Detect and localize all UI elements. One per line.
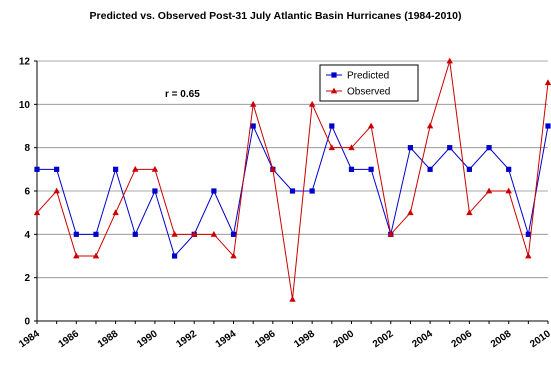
point-observed-2000: [348, 144, 355, 151]
point-observed-2004: [426, 122, 434, 129]
point-predicted-2010: [545, 123, 551, 129]
x-tick-label-1986: 1986: [56, 328, 81, 350]
point-predicted-2009: [525, 231, 531, 237]
x-tick-label-2004: 2004: [410, 328, 435, 350]
legend-label-observed: Observed: [347, 87, 390, 98]
point-observed-1995: [249, 100, 257, 107]
point-predicted-2006: [466, 166, 472, 172]
point-predicted-2004: [427, 166, 433, 172]
point-predicted-1993: [211, 188, 217, 194]
point-predicted-1984: [34, 166, 40, 172]
point-predicted-1988: [113, 166, 119, 172]
point-observed-1993: [210, 230, 218, 237]
point-predicted-2001: [368, 166, 374, 172]
point-predicted-1991: [171, 253, 178, 259]
point-observed-1996: [269, 165, 277, 172]
y-tick-label-4: 4: [24, 230, 30, 241]
legend: Predicted Observed: [319, 64, 419, 102]
point-predicted-2007: [486, 145, 492, 151]
point-observed-2008: [505, 187, 512, 194]
legend-box: [319, 64, 419, 102]
legend-label-predicted: Predicted: [347, 71, 389, 82]
x-tick-label-1994: 1994: [214, 328, 239, 350]
point-predicted-2000: [348, 166, 355, 172]
point-observed-1985: [53, 187, 60, 194]
y-tick-label-0: 0: [24, 317, 30, 328]
series-group: [33, 57, 551, 302]
point-predicted-1985: [54, 166, 60, 172]
point-predicted-1997: [289, 188, 296, 194]
point-predicted-1998: [309, 188, 315, 194]
point-predicted-1986: [73, 231, 79, 237]
x-tick-label-2010: 2010: [528, 328, 551, 350]
y-tick-label-10: 10: [19, 100, 31, 111]
legend-marker-observed: [330, 87, 338, 94]
point-predicted-1994: [230, 231, 237, 237]
y-tick-label-2: 2: [24, 273, 30, 284]
x-tick-label-2008: 2008: [489, 328, 514, 350]
point-observed-1998: [308, 100, 316, 107]
chart-title: Predicted vs. Observed Post-31 July Atla…: [89, 10, 462, 22]
series-line-observed: [36, 60, 549, 300]
point-predicted-2003: [407, 145, 414, 151]
point-observed-1987: [92, 252, 100, 259]
x-tick-label-1998: 1998: [292, 328, 317, 350]
axes: [34, 60, 549, 324]
point-observed-2001: [367, 122, 375, 129]
y-tick-label-8: 8: [24, 143, 30, 154]
point-observed-2002: [387, 230, 394, 237]
point-predicted-1989: [132, 231, 138, 237]
point-observed-1984: [33, 209, 41, 216]
point-observed-2003: [407, 209, 414, 216]
x-tick-label-1996: 1996: [253, 328, 278, 350]
point-observed-2007: [485, 187, 493, 194]
y-tick-label-12: 12: [19, 57, 31, 68]
point-observed-1990: [151, 165, 159, 172]
x-tick-label-1990: 1990: [135, 328, 160, 350]
series-observed: [33, 57, 551, 302]
x-tick-labels: 1984 1986 1988 1990 1992 1994 1996 1998 2000 2002…: [17, 328, 551, 350]
x-tick-label-2000: 2000: [332, 328, 357, 350]
x-tick-label-2002: 2002: [371, 328, 396, 350]
point-observed-1988: [112, 209, 119, 216]
point-observed-2006: [466, 209, 473, 216]
point-observed-1992: [191, 230, 198, 237]
point-predicted-2008: [506, 166, 512, 172]
y-tick-labels: 0 2 4 6 8 10 12: [19, 57, 31, 328]
x-tick-label-1988: 1988: [96, 328, 121, 350]
point-predicted-2005: [447, 145, 453, 151]
x-tick-label-1992: 1992: [174, 328, 199, 350]
point-observed-1994: [230, 252, 237, 259]
y-tick-label-6: 6: [24, 187, 30, 198]
point-observed-1991: [171, 230, 178, 237]
point-observed-2009: [525, 252, 532, 259]
point-observed-1989: [132, 165, 139, 172]
x-tick-label-2006: 2006: [450, 328, 475, 350]
point-predicted-1987: [93, 231, 99, 237]
point-observed-1999: [328, 144, 336, 151]
x-tick-label-1984: 1984: [17, 328, 42, 350]
point-observed-2010: [544, 79, 551, 86]
point-observed-1986: [73, 252, 80, 259]
point-observed-1997: [289, 295, 296, 302]
correlation-annotation: r = 0.65: [165, 89, 200, 100]
point-observed-2005: [446, 57, 453, 64]
point-predicted-1995: [250, 123, 256, 129]
legend-marker-predicted: [331, 72, 337, 78]
point-predicted-1990: [152, 188, 158, 194]
point-predicted-1999: [329, 123, 335, 129]
